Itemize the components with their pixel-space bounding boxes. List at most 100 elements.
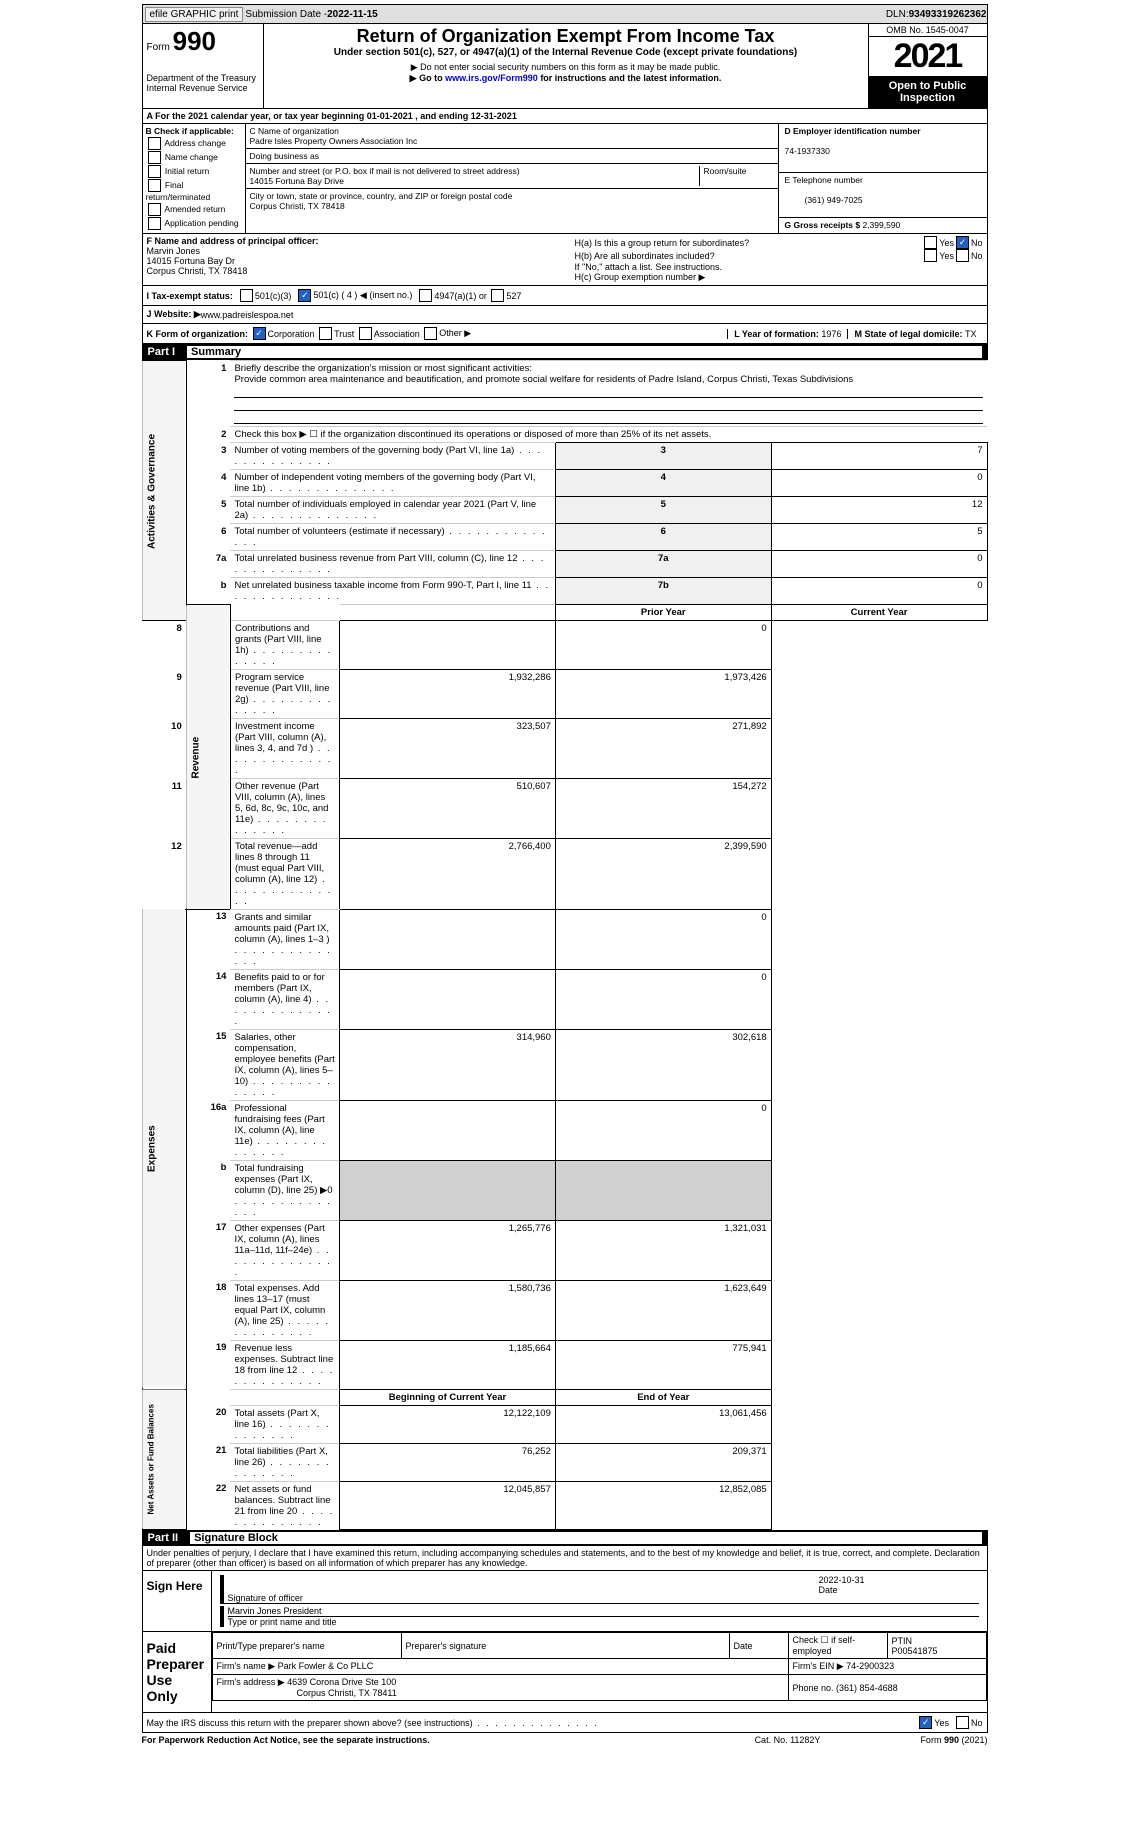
website-value: www.padreislespoa.net <box>201 310 294 320</box>
officer-addr2: Corpus Christi, TX 78418 <box>147 266 248 276</box>
officer-label: F Name and address of principal officer: <box>147 236 319 246</box>
section-a: A For the 2021 calendar year, or tax yea… <box>142 109 988 124</box>
line-b-desc: Total fundraising expenses (Part IX, col… <box>230 1160 339 1220</box>
discuss-yes[interactable]: ✓ <box>919 1716 932 1729</box>
part1-header: Part I Summary <box>142 344 988 360</box>
check-application-pending[interactable]: Application pending <box>146 217 242 230</box>
tax-exempt-row: I Tax-exempt status: 501(c)(3) ✓ 501(c) … <box>142 286 988 306</box>
sig-officer-label: Signature of officer <box>228 1593 819 1603</box>
part1-title: Summary <box>187 346 981 358</box>
line-5-val: 12 <box>771 497 987 524</box>
check-501c3[interactable] <box>240 289 253 302</box>
org-name: Padre Isles Property Owners Association … <box>250 136 774 146</box>
vert-net: Net Assets or Fund Balances <box>142 1389 186 1530</box>
line-b-prior <box>340 1160 556 1220</box>
line-8-curr: 0 <box>555 621 771 670</box>
line-4-label: 4 <box>555 470 771 497</box>
ptin-value: P00541875 <box>892 1646 938 1656</box>
paid-preparer-block: Paid Preparer Use Only Print/Type prepar… <box>142 1632 988 1713</box>
line-14-prior <box>340 969 556 1029</box>
addr-label: Number and street (or P.O. box if mail i… <box>250 166 699 176</box>
prep-date-label: Date <box>729 1633 788 1659</box>
officer-name: Marvin Jones <box>147 246 201 256</box>
check-4947[interactable] <box>419 289 432 302</box>
line-13-curr: 0 <box>555 909 771 969</box>
check-amended-return[interactable]: Amended return <box>146 203 242 216</box>
firm-name: Park Fowler & Co PLLC <box>278 1661 374 1671</box>
footer-mid: Cat. No. 11282Y <box>708 1735 868 1745</box>
room-label: Room/suite <box>704 166 774 176</box>
vert-expenses: Expenses <box>142 909 186 1389</box>
ha-no[interactable]: ✓ <box>956 236 969 249</box>
check-initial-return[interactable]: Initial return <box>146 165 242 178</box>
mission-label: Briefly describe the organization's miss… <box>234 363 532 374</box>
hb-yes[interactable] <box>924 249 937 262</box>
hb-no[interactable] <box>956 249 969 262</box>
addr-value: 14015 Fortuna Bay Drive <box>250 176 699 186</box>
check-name-change[interactable]: Name change <box>146 151 242 164</box>
line-7b-val: 0 <box>771 578 987 605</box>
firm-addr-label: Firm's address ▶ <box>217 1677 288 1687</box>
line-22-desc: Net assets or fund balances. Subtract li… <box>230 1481 339 1530</box>
sign-here-label: Sign Here <box>143 1571 212 1631</box>
check-final-return[interactable]: Final return/terminated <box>146 179 242 202</box>
line-10-curr: 271,892 <box>555 719 771 779</box>
officer-addr1: 14015 Fortuna Bay Dr <box>147 256 236 266</box>
dln-label: DLN: <box>886 9 909 20</box>
check-501c[interactable]: ✓ <box>298 289 311 302</box>
form-header: Form 990 Department of the Treasury Inte… <box>142 24 988 109</box>
ha-yes[interactable] <box>924 236 937 249</box>
self-employed-check[interactable]: Check ☐ if self-employed <box>788 1633 887 1659</box>
discuss-text: May the IRS discuss this return with the… <box>147 1718 599 1728</box>
check-corp[interactable]: ✓ <box>253 327 266 340</box>
vert-revenue: Revenue <box>186 605 230 910</box>
efile-button[interactable]: efile GRAPHIC print <box>145 7 244 22</box>
vert-governance: Activities & Governance <box>142 361 186 621</box>
part2-title: Signature Block <box>190 1532 981 1544</box>
firm-phone: (361) 854-4688 <box>836 1683 898 1693</box>
sign-date: 2022-10-31 <box>819 1575 979 1585</box>
footer-left: For Paperwork Reduction Act Notice, see … <box>142 1735 708 1745</box>
dln-value: 93493319262362 <box>909 9 987 20</box>
type-name-label: Type or print name and title <box>228 1616 979 1627</box>
paid-preparer-label: Paid Preparer Use Only <box>143 1632 212 1712</box>
line-7a-label: 7a <box>555 551 771 578</box>
line-15-desc: Salaries, other compensation, employee b… <box>230 1029 339 1100</box>
state-domicile: TX <box>965 329 977 339</box>
line-14-curr: 0 <box>555 969 771 1029</box>
line-4-desc: Number of independent voting members of … <box>230 470 555 497</box>
discuss-row: May the IRS discuss this return with the… <box>142 1713 988 1733</box>
form-note2-post: for instructions and the latest informat… <box>540 73 721 83</box>
check-assoc[interactable] <box>359 327 372 340</box>
prior-year-hdr: Prior Year <box>555 605 771 621</box>
line-8-prior <box>340 621 556 670</box>
line-13-desc: Grants and similar amounts paid (Part IX… <box>230 909 339 969</box>
discuss-no[interactable] <box>956 1716 969 1729</box>
check-address-change[interactable]: Address change <box>146 137 242 150</box>
line-18-curr: 1,623,649 <box>555 1280 771 1340</box>
part2-header: Part II Signature Block <box>142 1530 988 1546</box>
check-trust[interactable] <box>319 327 332 340</box>
check-527[interactable] <box>491 289 504 302</box>
tax-exempt-label: I Tax-exempt status: <box>147 291 233 301</box>
hb-label: H(b) Are all subordinates included? <box>575 251 923 261</box>
submission-date-label: Submission Date - <box>245 9 327 20</box>
line-20-prior: 12,122,109 <box>340 1405 556 1443</box>
line-19-desc: Revenue less expenses. Subtract line 18 … <box>230 1340 339 1389</box>
city-value: Corpus Christi, TX 78418 <box>250 201 774 211</box>
year-formation: 1976 <box>821 329 841 339</box>
form-word: Form <box>147 42 170 53</box>
line-20-curr: 13,061,456 <box>555 1405 771 1443</box>
col-b-title: B Check if applicable: <box>146 126 234 136</box>
line-6-desc: Total number of volunteers (estimate if … <box>230 524 555 551</box>
line-7b-label: 7b <box>555 578 771 605</box>
firm-addr2: Corpus Christi, TX 78411 <box>217 1688 397 1698</box>
form-org-label: K Form of organization: <box>147 329 249 339</box>
line-6-val: 5 <box>771 524 987 551</box>
line-12-curr: 2,399,590 <box>555 839 771 910</box>
check-other[interactable] <box>424 327 437 340</box>
penalty-text: Under penalties of perjury, I declare th… <box>142 1546 988 1571</box>
line-22-curr: 12,852,085 <box>555 1481 771 1530</box>
line-3-val: 7 <box>771 443 987 470</box>
irs-link[interactable]: www.irs.gov/Form990 <box>445 73 538 83</box>
